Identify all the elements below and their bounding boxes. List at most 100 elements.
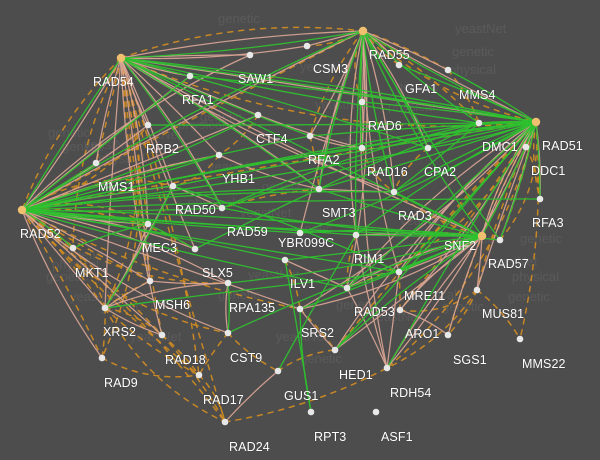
graph-node[interactable] [281,256,289,264]
edge [299,308,336,351]
edge [21,162,97,211]
node-label-mec3: MEC3 [142,241,178,255]
edges-physical-group [21,30,541,413]
graph-node[interactable] [296,305,304,313]
graph-node[interactable] [358,26,368,36]
node-label-rad59: RAD59 [227,225,268,239]
edge [21,209,286,261]
graph-node[interactable] [254,111,262,119]
edge [399,309,449,336]
node-label-rfa3: RFA3 [532,216,564,230]
edge [120,57,223,209]
graph-node[interactable] [274,367,282,375]
edge [95,57,122,164]
nodes-group[interactable] [17,26,544,426]
graph-node[interactable] [390,188,398,196]
graph-node[interactable] [383,364,391,372]
graph-node[interactable] [303,42,311,50]
graph-node[interactable] [516,335,524,343]
graph-node[interactable] [215,151,223,159]
graph-node[interactable] [424,144,432,152]
graph-node[interactable] [98,354,106,362]
edge [299,121,537,310]
graph-node[interactable] [218,204,226,212]
edge [218,154,320,190]
node-label-asf1: ASF1 [381,430,413,444]
edge [21,57,122,211]
graph-node[interactable] [186,72,194,80]
edge [299,229,483,237]
graph-node[interactable] [444,66,452,74]
edge [355,121,537,236]
graph-node[interactable] [224,329,232,337]
graph-node[interactable] [395,61,403,69]
node-label-rad53: RAD53 [354,305,395,319]
edge [399,121,537,311]
graph-node[interactable] [372,408,380,416]
node-label-rad9: RAD9 [104,376,138,390]
edge [284,235,483,261]
graph-node[interactable] [307,408,315,416]
graph-node[interactable] [395,268,403,276]
graph-node[interactable] [169,182,177,190]
graph-node[interactable] [146,277,154,285]
graph-node[interactable] [358,144,366,152]
graph-node[interactable] [536,195,544,203]
graph-node[interactable] [343,284,351,292]
node-label-smt3: SMT3 [322,206,356,220]
node-label-mms4: MMS4 [459,88,496,102]
edge [95,57,122,164]
graph-node[interactable] [195,371,203,379]
graph-node[interactable] [221,418,229,426]
edge [476,235,483,291]
graph-node[interactable] [116,53,126,63]
graph-node[interactable] [246,51,254,59]
edge [224,370,279,423]
graph-node[interactable] [191,245,199,253]
edge [147,121,537,126]
edge [120,57,174,187]
graph-node[interactable] [352,231,360,239]
edge [499,121,537,241]
graph-node[interactable] [444,331,452,339]
graph-node[interactable] [358,98,366,106]
graph-node[interactable] [158,331,166,339]
node-label-rdh54: RDH54 [390,386,432,400]
graph-node[interactable] [496,236,504,244]
graph-node[interactable] [475,119,483,127]
graph-node[interactable] [296,229,304,237]
edge [104,271,400,309]
edge [120,57,429,149]
edge [120,57,480,124]
graph-node[interactable] [396,306,404,314]
node-label-mms22: MMS22 [522,357,566,371]
edge [21,114,259,211]
graph-node[interactable] [477,231,487,241]
edge [481,121,537,237]
graph-node[interactable] [144,220,152,228]
graph-node[interactable] [92,159,100,167]
graph-node[interactable] [315,185,323,193]
graph-node[interactable] [17,205,27,215]
graph-node[interactable] [144,121,152,129]
node-label-gfa1: GFA1 [405,82,438,96]
graph-node[interactable] [224,279,232,287]
graph-node[interactable] [331,346,339,354]
graph-node[interactable] [306,132,314,140]
graph-node[interactable] [101,304,109,312]
edge [104,185,174,309]
edge [120,57,223,209]
graph-node[interactable] [522,143,530,151]
graph-node[interactable] [531,117,541,127]
edge [161,334,226,423]
edge [21,209,301,310]
edge [120,57,320,190]
graph-node[interactable] [473,286,481,294]
edge [21,209,229,284]
node-label-yhb1: YHB1 [222,172,256,186]
edge [120,57,149,225]
graph-node[interactable] [69,244,77,252]
edge [346,121,537,289]
